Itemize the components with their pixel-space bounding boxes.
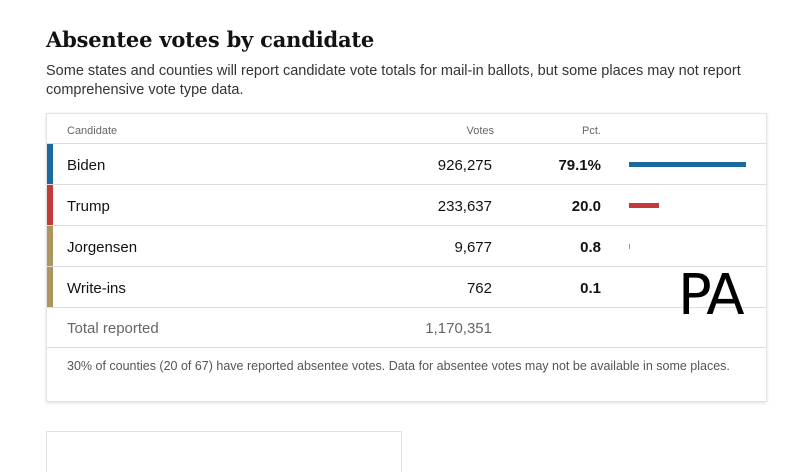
candidate-votes: 9,677 bbox=[454, 239, 492, 256]
candidate-pct-bar bbox=[629, 244, 630, 249]
table-row: Trump 233,637 20.0 bbox=[47, 185, 766, 226]
candidate-pct-bar bbox=[629, 162, 746, 167]
candidate-pct: 0.8 bbox=[580, 239, 601, 256]
table-row: Biden 926,275 79.1% bbox=[47, 144, 766, 185]
candidate-color-swatch bbox=[47, 144, 53, 184]
table-footnote: 30% of counties (20 of 67) have reported… bbox=[67, 359, 730, 373]
candidate-votes: 926,275 bbox=[437, 157, 492, 174]
total-votes: 1,170,351 bbox=[425, 320, 492, 337]
candidate-name: Jorgensen bbox=[67, 239, 138, 256]
candidate-pct-bar bbox=[629, 203, 659, 208]
candidate-name: Write-ins bbox=[67, 280, 126, 297]
candidate-pct: 79.1% bbox=[558, 157, 601, 174]
table-row: Jorgensen 9,677 0.8 bbox=[47, 226, 766, 267]
candidate-votes: 762 bbox=[466, 280, 492, 297]
page-subtitle: Some states and counties will report can… bbox=[46, 63, 741, 98]
candidate-pct: 0.1 bbox=[580, 280, 601, 297]
candidate-color-swatch bbox=[47, 226, 53, 266]
total-label: Total reported bbox=[67, 320, 159, 337]
page-title: Absentee votes by candidate bbox=[46, 27, 375, 52]
candidate-votes: 233,637 bbox=[437, 198, 492, 215]
table-row: Write-ins 762 0.1 bbox=[47, 267, 766, 308]
table-header: Candidate Votes Pct. bbox=[47, 114, 766, 144]
candidate-name: Biden bbox=[67, 157, 106, 174]
state-overlay-label: PA bbox=[678, 263, 744, 328]
candidate-color-swatch bbox=[47, 185, 53, 225]
total-row: Total reported 1,170,351 bbox=[47, 306, 766, 348]
header-candidate: Candidate bbox=[67, 125, 118, 137]
header-votes: Votes bbox=[466, 125, 494, 137]
results-table: Candidate Votes Pct. Biden 926,275 79.1%… bbox=[46, 113, 767, 402]
candidate-color-swatch bbox=[47, 267, 53, 307]
candidate-name: Trump bbox=[67, 198, 110, 215]
header-pct: Pct. bbox=[582, 125, 601, 137]
next-card bbox=[46, 431, 402, 472]
candidate-pct: 20.0 bbox=[571, 198, 601, 215]
